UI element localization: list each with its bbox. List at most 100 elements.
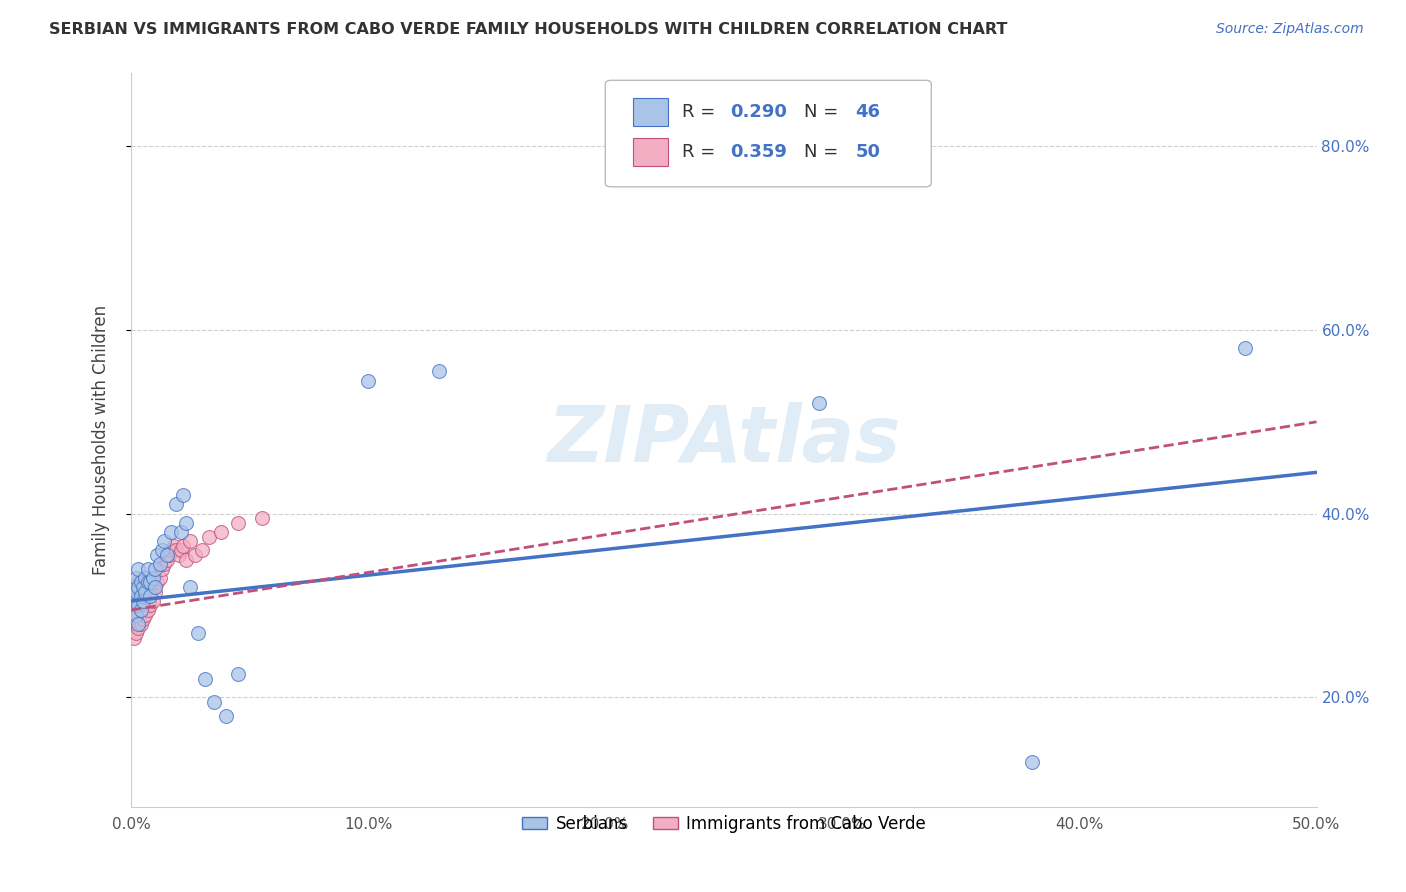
Point [122, 599, 145, 613]
Point [141, 580, 163, 594]
Point [172, 539, 194, 553]
Point [215, 708, 238, 723]
Point [174, 516, 197, 530]
Point [174, 552, 197, 566]
Point [146, 548, 169, 562]
Point [226, 667, 249, 681]
Point [132, 594, 155, 608]
Point [129, 575, 152, 590]
Point [129, 575, 152, 590]
FancyBboxPatch shape [606, 80, 931, 186]
Point [141, 571, 163, 585]
Point [134, 571, 156, 585]
Point [122, 631, 145, 645]
Text: Source: ZipAtlas.com: Source: ZipAtlas.com [1216, 22, 1364, 37]
Legend: Serbians, Immigrants from Cabo Verde: Serbians, Immigrants from Cabo Verde [516, 808, 932, 839]
Text: 0.359: 0.359 [730, 143, 787, 161]
Point [125, 626, 148, 640]
Y-axis label: Family Households with Children: Family Households with Children [93, 305, 110, 575]
Text: 50: 50 [855, 143, 880, 161]
Point [209, 524, 232, 539]
Point [129, 603, 152, 617]
Text: ZIPAtlas: ZIPAtlas [547, 402, 901, 478]
Point [125, 599, 148, 613]
Point [127, 584, 149, 599]
Point [122, 603, 145, 617]
Point [129, 603, 152, 617]
Point [150, 543, 173, 558]
Point [134, 584, 156, 599]
Point [143, 584, 166, 599]
Point [149, 571, 172, 585]
Point [127, 575, 149, 590]
Point [165, 498, 187, 512]
Point [160, 543, 183, 558]
Point [143, 580, 166, 594]
Point [122, 580, 145, 594]
Point [179, 534, 201, 549]
Point [125, 584, 148, 599]
Point [136, 562, 159, 576]
Point [127, 594, 149, 608]
Point [139, 589, 162, 603]
Point [149, 557, 172, 571]
Point [1234, 342, 1257, 356]
Point [153, 534, 176, 549]
Point [156, 548, 179, 562]
Point [226, 516, 249, 530]
Point [179, 580, 201, 594]
Point [132, 599, 155, 613]
Point [172, 488, 194, 502]
Point [170, 543, 193, 558]
Text: 46: 46 [855, 103, 880, 121]
Point [160, 524, 183, 539]
Point [134, 607, 156, 622]
Text: SERBIAN VS IMMIGRANTS FROM CABO VERDE FAMILY HOUSEHOLDS WITH CHILDREN CORRELATIO: SERBIAN VS IMMIGRANTS FROM CABO VERDE FA… [49, 22, 1008, 37]
Point [127, 616, 149, 631]
Point [141, 594, 163, 608]
Point [187, 626, 209, 640]
Point [129, 589, 152, 603]
Text: N =: N = [804, 143, 845, 161]
FancyBboxPatch shape [633, 137, 668, 166]
Point [134, 580, 156, 594]
Point [143, 562, 166, 576]
Point [136, 575, 159, 590]
Point [139, 599, 162, 613]
Point [132, 612, 155, 626]
Point [167, 548, 190, 562]
Point [127, 621, 149, 635]
Point [194, 672, 217, 686]
Point [191, 543, 214, 558]
Point [139, 575, 162, 590]
Point [150, 562, 173, 576]
Point [427, 364, 450, 378]
Text: R =: R = [682, 103, 721, 121]
Point [132, 584, 155, 599]
Point [136, 589, 159, 603]
Point [125, 584, 148, 599]
Point [357, 374, 380, 388]
Point [163, 539, 186, 553]
Point [127, 599, 149, 613]
Point [170, 524, 193, 539]
Point [139, 584, 162, 599]
Point [202, 695, 225, 709]
Point [129, 589, 152, 603]
Text: N =: N = [804, 103, 845, 121]
Point [122, 589, 145, 603]
Point [184, 548, 207, 562]
Point [129, 616, 152, 631]
Point [125, 594, 148, 608]
Point [122, 616, 145, 631]
FancyBboxPatch shape [633, 98, 668, 126]
Point [157, 548, 180, 562]
Point [250, 511, 273, 525]
Point [125, 612, 148, 626]
Point [132, 580, 155, 594]
Point [1021, 755, 1043, 769]
Point [127, 607, 149, 622]
Point [125, 607, 148, 622]
Text: R =: R = [682, 143, 721, 161]
Point [146, 575, 169, 590]
